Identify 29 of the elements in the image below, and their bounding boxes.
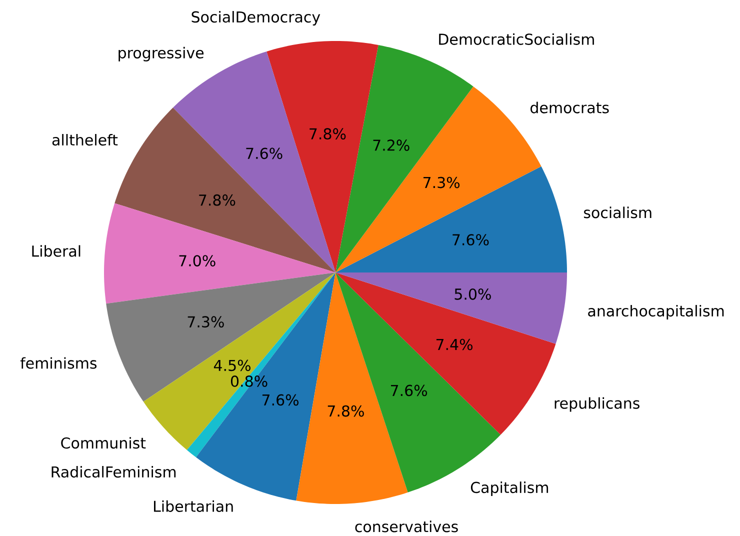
data-label: 7.2% [373,140,410,151]
data-label: 7.8% [310,128,346,140]
slice-label: socialism [584,206,652,218]
data-label: 7.6% [390,384,428,396]
data-label: 7.8% [328,405,364,417]
slice-label: Capitalism [470,482,548,496]
slice-label: anarchocapitalism [588,304,724,320]
data-label: 5.0% [454,288,491,300]
slice-label: Liberal [32,245,80,257]
data-label: 7.3% [188,316,224,328]
slice-label: alltheleft [52,134,118,146]
data-label: 7.6% [262,394,299,406]
slice-label: DemocraticSocialism [439,33,594,45]
slice-label: democrats [530,102,609,114]
slice-label: republicans [554,397,640,412]
slice-label: progressive [118,46,204,62]
slice-label: RadicalFeminism [52,466,176,478]
slice-label: conservatives [355,520,458,532]
slice-label: Communist [61,437,146,449]
data-label: 7.4% [436,338,472,350]
slice-label: SocialDemocracy [192,11,320,26]
data-label: 7.8% [199,194,236,206]
data-label: 4.5% [214,360,250,372]
data-label: 7.6% [246,148,282,160]
slice-label: feminisms [20,357,97,369]
slice-label: Libertarian [154,500,233,512]
data-label: 7.3% [423,176,460,188]
data-label: 7.6% [452,234,489,246]
data-label: 7.0% [179,255,216,266]
